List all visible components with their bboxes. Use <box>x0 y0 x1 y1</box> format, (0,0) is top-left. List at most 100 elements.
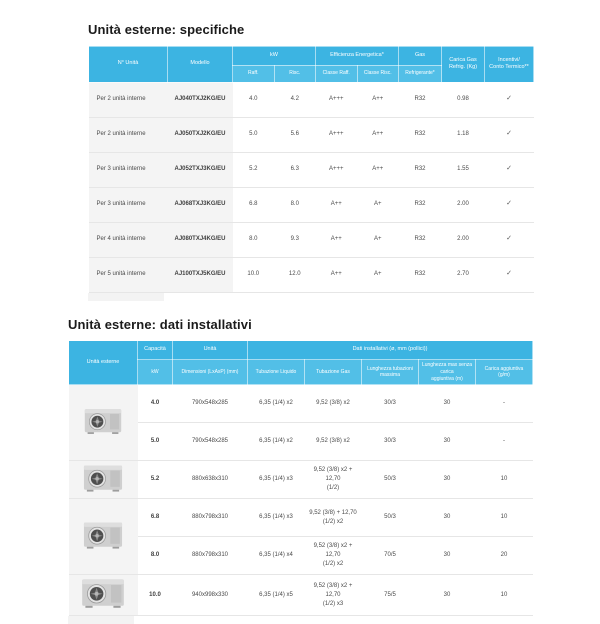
outdoor-unit-image <box>79 575 127 615</box>
header-classe-risc: Classe Risc. <box>356 64 399 83</box>
header-tubazione-liquido: Tubazione Liquido <box>247 359 305 386</box>
cell-modello: AJ050TXJ2KG/EU <box>167 116 233 153</box>
cell-kw-raff: 6.8 <box>232 186 274 223</box>
header-classe-raff: Classe Raff. <box>315 64 358 83</box>
header-unita: Unità <box>172 340 248 361</box>
checkmark-icon: ✓ <box>484 186 534 223</box>
spec-table-body: Per 2 unità interne AJ040TXJ2KG/EU 4.0 4… <box>88 81 534 293</box>
header-refrigerante: Refrigerante* <box>398 64 442 83</box>
cell-capacita-kw: 5.2 <box>137 460 173 499</box>
cell-dimensioni: 790x548x285 <box>172 384 248 423</box>
header-kw-raff: Raff. <box>232 64 275 83</box>
cell-classe-raff: A++ <box>315 221 357 258</box>
cell-kw-risc: 12.0 <box>274 256 316 293</box>
cell-lunghezza-max: 30/3 <box>361 384 419 423</box>
header-lunghezza-max: Lunghezza tubazioni massima <box>361 359 419 386</box>
header-carica-gas: Carica Gas Refrig. (Kg) <box>441 45 485 83</box>
header-modello: Modello <box>167 45 233 83</box>
cell-tubazione-gas: 9,52 (3/8) x2 <box>304 422 362 461</box>
cell-lunghezza-max: 70/5 <box>361 536 419 575</box>
table-row: Per 5 unità interne AJ100TXJ5KG/EU 10.0 … <box>88 256 534 293</box>
cell-n-unita: Per 2 unità interne <box>88 116 168 153</box>
header-tubazione-gas: Tubazione Gas <box>304 359 362 386</box>
cell-classe-risc: A+ <box>357 221 399 258</box>
cell-kw-raff: 10.0 <box>232 256 274 293</box>
cell-lunghezza-senza-carica: 30 <box>418 536 476 575</box>
cell-carica-aggiuntiva: 10 <box>475 574 533 617</box>
header-gas: Gas <box>398 45 442 66</box>
cell-gas: R32 <box>398 116 442 153</box>
cell-lunghezza-max: 50/3 <box>361 460 419 499</box>
cell-gas: R32 <box>398 151 442 188</box>
section-title: Unità esterne: dati installativi <box>68 316 252 332</box>
cell-tubazione-liquido: 6,35 (1/4) x5 <box>247 574 305 617</box>
cell-carica-gas: 2.00 <box>441 221 485 258</box>
cell-capacita-kw: 6.8 <box>137 498 173 537</box>
cell-lunghezza-max: 50/3 <box>361 498 419 537</box>
header-kw: kW <box>232 45 316 66</box>
cell-modello: AJ040TXJ2KG/EU <box>167 81 233 118</box>
cell-capacita-kw: 5.0 <box>137 422 173 461</box>
cell-carica-gas: 1.55 <box>441 151 485 188</box>
cell-kw-raff: 8.0 <box>232 221 274 258</box>
cell-classe-raff: A++ <box>315 256 357 293</box>
cell-carica-gas: 2.70 <box>441 256 485 293</box>
cell-kw-raff: 5.2 <box>232 151 274 188</box>
header-dati-installativi: Dati installativi (ø, mm (pollici)) <box>247 340 533 361</box>
spec-table-header: N° Unità Modello kW Efficienza Energetic… <box>88 45 534 83</box>
outdoor-unit-photo <box>68 460 138 499</box>
checkmark-icon: ✓ <box>484 256 534 293</box>
cell-lunghezza-senza-carica: 30 <box>418 460 476 499</box>
cell-carica-gas: 0.98 <box>441 81 485 118</box>
cell-tubazione-gas: 9,52 (3/8) x2 + 12,70 (1/2) <box>304 460 362 499</box>
table-row: 8.0 880x798x310 6,35 (1/4) x4 9,52 (3/8)… <box>69 536 533 575</box>
cell-kw-risc: 9.3 <box>274 221 316 258</box>
table-row: Per 3 unità interne AJ068TXJ3KG/EU 6.8 8… <box>88 186 534 223</box>
spec-table: N° Unità Modello kW Efficienza Energetic… <box>88 45 534 293</box>
outdoor-unit-photo <box>68 384 138 461</box>
cell-lunghezza-senza-carica: 30 <box>418 384 476 423</box>
cell-tubazione-liquido: 6,35 (1/4) x3 <box>247 460 305 499</box>
table-row: 4.0 790x548x285 6,35 (1/4) x2 9,52 (3/8)… <box>68 384 533 461</box>
cell-classe-raff: A+++ <box>315 81 357 118</box>
cell-modello: AJ080TXJ4KG/EU <box>167 221 233 258</box>
cell-classe-raff: A+++ <box>315 151 357 188</box>
cell-gas: R32 <box>398 221 442 258</box>
cell-dimensioni: 880x798x310 <box>172 536 248 575</box>
cell-kw-risc: 6.3 <box>274 151 316 188</box>
section-dati-installativi: Unità esterne: dati installativi Unità e… <box>68 316 533 624</box>
cell-dimensioni: 940x998x330 <box>172 574 248 617</box>
cell-carica-aggiuntiva: 10 <box>475 460 533 499</box>
cell-tubazione-gas: 9,52 (3/8) + 12,70 (1/2) x2 <box>304 498 362 537</box>
table-row: Per 3 unità interne AJ052TXJ3KG/EU 5.2 6… <box>88 151 534 188</box>
cell-tubazione-gas: 9,52 (3/8) x2 <box>304 384 362 423</box>
outdoor-unit-photo <box>68 498 138 575</box>
cell-carica-aggiuntiva: - <box>475 384 533 423</box>
section-specifiche: Unità esterne: specifiche N° Unità Model… <box>88 22 534 301</box>
cell-classe-risc: A++ <box>357 151 399 188</box>
cell-kw-raff: 4.0 <box>232 81 274 118</box>
header-n-unita: N° Unità <box>88 45 168 83</box>
cell-classe-raff: A+++ <box>315 116 357 153</box>
cell-dimensioni: 790x548x285 <box>172 422 248 461</box>
cell-classe-raff: A++ <box>315 186 357 223</box>
checkmark-icon: ✓ <box>484 221 534 258</box>
header-capacita-kw: kW <box>137 359 173 386</box>
cell-classe-risc: A++ <box>357 116 399 153</box>
cell-n-unita: Per 3 unità interne <box>88 151 168 188</box>
cell-capacita-kw: 4.0 <box>137 384 173 423</box>
install-table-header: Unità esterne Capacità Unità Dati instal… <box>68 340 533 386</box>
header-lunghezza-senza-carica: Lunghezza max senza carica aggiuntiva (m… <box>418 359 476 386</box>
cell-tubazione-liquido: 6,35 (1/4) x2 <box>247 422 305 461</box>
cell-lunghezza-senza-carica: 30 <box>418 498 476 537</box>
cell-n-unita: Per 5 unità interne <box>88 256 168 293</box>
first-column-strip <box>68 616 134 624</box>
outdoor-unit-image <box>81 462 125 498</box>
cell-carica-gas: 1.18 <box>441 116 485 153</box>
cell-modello: AJ100TXJ5KG/EU <box>167 256 233 293</box>
header-efficienza: Efficienza Energetica* <box>315 45 399 66</box>
checkmark-icon: ✓ <box>484 81 534 118</box>
section-title: Unità esterne: specifiche <box>88 22 245 37</box>
cell-n-unita: Per 3 unità interne <box>88 186 168 223</box>
cell-modello: AJ052TXJ3KG/EU <box>167 151 233 188</box>
